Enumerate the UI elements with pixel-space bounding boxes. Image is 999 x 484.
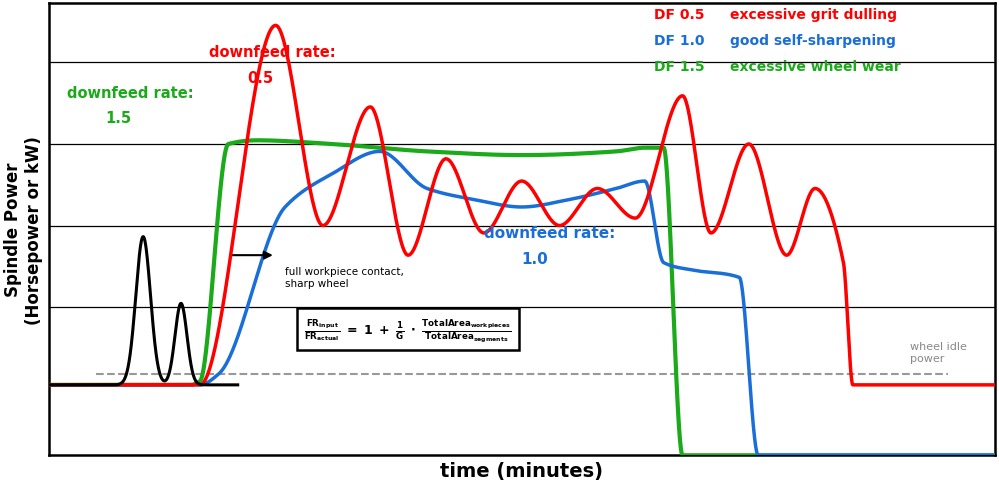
Text: DF 1.5: DF 1.5	[654, 60, 704, 74]
Text: 1.5: 1.5	[105, 111, 132, 126]
Text: DF 1.0: DF 1.0	[654, 34, 704, 48]
Text: wheel idle
power: wheel idle power	[910, 341, 967, 363]
X-axis label: time (minutes): time (minutes)	[441, 461, 603, 480]
Text: downfeed rate:: downfeed rate:	[484, 226, 615, 241]
Text: downfeed rate:: downfeed rate:	[68, 85, 194, 100]
Y-axis label: Spindle Power
(Horsepower or kW): Spindle Power (Horsepower or kW)	[4, 136, 43, 324]
Text: $\frac{\mathbf{FR_{input}}}{\mathbf{FR_{actual}}}$$\mathbf{\ =\ 1\ +\ \frac{1}{G: $\frac{\mathbf{FR_{input}}}{\mathbf{FR_{…	[304, 316, 511, 343]
Text: excessive wheel wear: excessive wheel wear	[730, 60, 901, 74]
Text: 0.5: 0.5	[247, 71, 274, 86]
Text: downfeed rate:: downfeed rate:	[210, 45, 336, 60]
Text: full workpiece contact,
sharp wheel: full workpiece contact, sharp wheel	[285, 267, 404, 288]
Text: 1.0: 1.0	[521, 252, 548, 267]
Text: good self-sharpening: good self-sharpening	[730, 34, 896, 48]
Text: DF 0.5: DF 0.5	[654, 8, 704, 22]
Text: excessive grit dulling: excessive grit dulling	[730, 8, 897, 22]
